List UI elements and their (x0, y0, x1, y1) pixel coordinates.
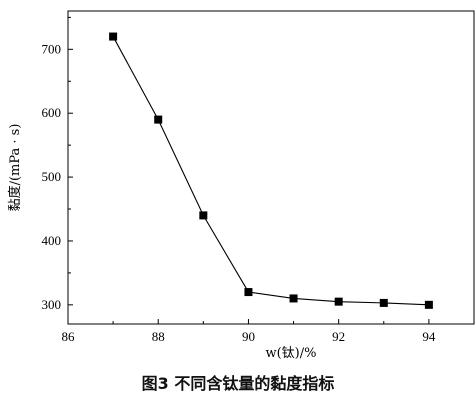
x-tick-label: 94 (422, 329, 436, 344)
y-tick-label: 400 (42, 233, 62, 248)
data-point (154, 115, 163, 124)
x-tick-label: 86 (62, 329, 76, 344)
data-point (424, 300, 433, 309)
series-layer (109, 32, 433, 309)
y-tick-label: 300 (42, 297, 62, 312)
data-point (334, 297, 343, 306)
data-point (379, 298, 388, 307)
data-point (244, 288, 253, 297)
x-tick-label: 90 (242, 329, 255, 344)
x-axis-title: w(钛)/% (265, 346, 316, 361)
series-line (112, 36, 429, 306)
y-axis: 300 400 500 600 700 (42, 16, 73, 312)
y-tick-label: 600 (42, 105, 62, 120)
y-axis-title: 黏度/(mPa · s) (7, 124, 23, 212)
y-tick-label: 500 (42, 169, 62, 184)
plot-frame (67, 10, 475, 325)
x-tick-label: 92 (332, 329, 345, 344)
x-axis: 86 88 90 92 94 (62, 319, 436, 344)
data-point (289, 294, 298, 303)
line-chart: 86 88 90 92 94 300 400 500 600 700 w(钛)/% 黏度/(mP… (7, 10, 475, 361)
data-point (199, 211, 208, 220)
data-point (109, 32, 118, 41)
x-tick-label: 88 (152, 329, 165, 344)
y-tick-label: 700 (42, 41, 62, 56)
figure-caption: 图3 不同含钛量的黏度指标 (141, 374, 335, 393)
